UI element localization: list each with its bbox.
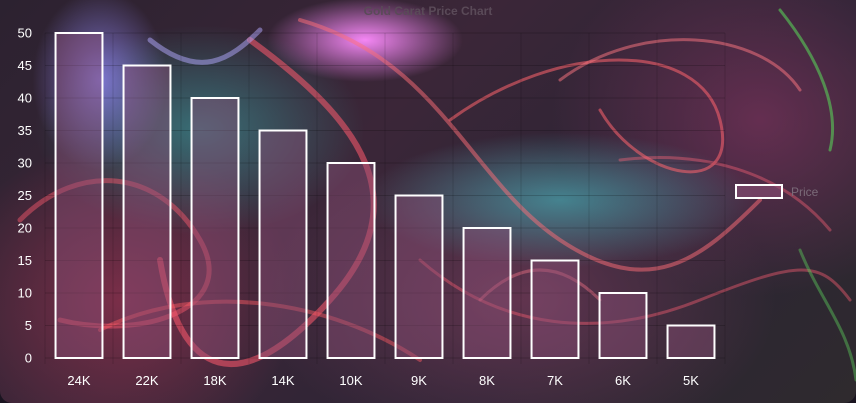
- bar-24k[interactable]: [54, 32, 104, 359]
- y-tick-label: 0: [25, 351, 32, 366]
- bar-22k[interactable]: [122, 64, 172, 359]
- y-tick-label: 35: [18, 123, 32, 138]
- y-tick-label: 30: [18, 156, 32, 171]
- x-tick-label: 14K: [271, 373, 294, 388]
- x-tick-label: 18K: [203, 373, 226, 388]
- y-tick-label: 5: [25, 318, 32, 333]
- x-tick-label: 9K: [411, 373, 427, 388]
- bar-14k[interactable]: [258, 129, 308, 359]
- x-tick-label: 6K: [615, 373, 631, 388]
- chart-title: Gold Carat Price Chart: [363, 4, 493, 18]
- x-tick-label: 24K: [67, 373, 90, 388]
- bar-18k[interactable]: [190, 97, 240, 359]
- y-tick-label: 40: [18, 91, 32, 106]
- x-tick-label: 5K: [683, 373, 699, 388]
- bar-7k[interactable]: [530, 259, 580, 359]
- bar-8k[interactable]: [462, 227, 512, 359]
- bar-5k[interactable]: [666, 324, 716, 359]
- bar-6k[interactable]: [598, 292, 648, 359]
- y-axis: 0 5 10 15 20 25 30 35 40 45 50: [18, 26, 32, 366]
- chart-bars: [54, 32, 716, 359]
- x-tick-label: 10K: [339, 373, 362, 388]
- y-tick-label: 25: [18, 188, 32, 203]
- legend-label-price: Price: [791, 184, 819, 199]
- legend-swatch-price: [735, 184, 783, 199]
- chart-legend[interactable]: Price: [735, 184, 818, 199]
- bar-10k[interactable]: [326, 162, 376, 359]
- y-tick-label: 20: [18, 221, 32, 236]
- x-tick-label: 8K: [479, 373, 495, 388]
- x-axis: 24K 22K 18K 14K 10K 9K 8K 7K 6K 5K: [67, 373, 699, 388]
- y-tick-label: 50: [18, 26, 32, 41]
- bar-9k[interactable]: [394, 194, 444, 359]
- y-tick-label: 10: [18, 286, 32, 301]
- x-tick-label: 7K: [547, 373, 563, 388]
- x-tick-label: 22K: [135, 373, 158, 388]
- y-tick-label: 45: [18, 58, 32, 73]
- y-tick-label: 15: [18, 253, 32, 268]
